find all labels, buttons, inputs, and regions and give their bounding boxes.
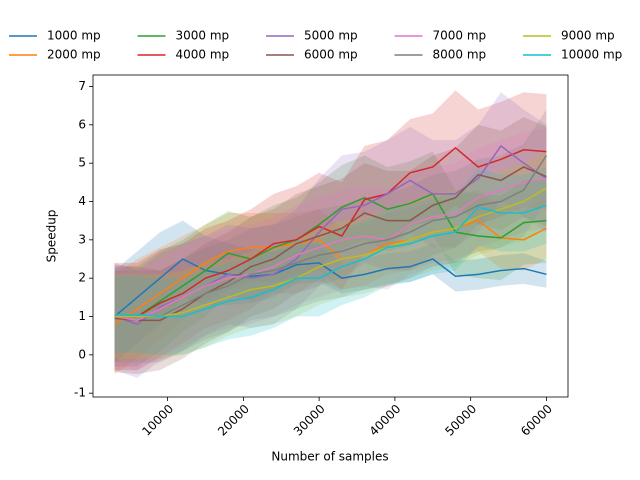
x-tick-label: 60000 (518, 402, 555, 439)
series-line (114, 192, 547, 318)
y-axis-label: Speedup (45, 210, 59, 263)
x-tick-label: 30000 (291, 402, 328, 439)
series-line (114, 258, 547, 318)
legend-label: 4000 mp (176, 48, 230, 62)
legend-label: 5000 mp (304, 29, 358, 43)
legend-label: 8000 mp (433, 48, 487, 62)
error-band (114, 190, 547, 374)
error-band (114, 90, 547, 371)
y-tick-label: 4 (78, 194, 86, 208)
series-line (114, 146, 547, 318)
series-line (114, 177, 547, 322)
legend-label: 7000 mp (433, 29, 487, 43)
series-line (114, 204, 547, 318)
y-tick-label: -1 (74, 386, 86, 400)
plot-area (114, 90, 548, 378)
error-band (114, 117, 547, 375)
y-tick-label: 6 (78, 117, 86, 131)
x-tick-label: 20000 (215, 402, 252, 439)
legend-label: 6000 mp (304, 48, 358, 62)
x-tick-label: 50000 (442, 402, 479, 439)
legend-label: 3000 mp (176, 29, 230, 43)
plot-frame (92, 74, 569, 398)
series-line (114, 155, 548, 318)
y-tick-label: 2 (78, 271, 86, 285)
y-tick-label: 3 (78, 232, 86, 246)
series-line (114, 219, 547, 325)
series-line (114, 187, 547, 318)
y-tick-label: 1 (78, 309, 86, 323)
series-line (114, 166, 547, 322)
legend-label: 9000 mp (561, 29, 615, 43)
error-band (114, 220, 547, 363)
legend-label: 1000 mp (47, 29, 101, 43)
y-tick-label: 7 (78, 79, 86, 93)
x-tick-label: 10000 (139, 402, 176, 439)
x-axis-label: Number of samples (271, 450, 388, 464)
legend-label: 10000 mp (561, 48, 622, 62)
error-band (114, 151, 547, 367)
y-tick-label: 0 (78, 347, 86, 361)
error-band (114, 167, 547, 355)
x-tick-label: 40000 (367, 402, 404, 439)
error-band (114, 92, 547, 378)
legend-label: 2000 mp (47, 48, 101, 62)
y-tick-label: 5 (78, 156, 86, 170)
